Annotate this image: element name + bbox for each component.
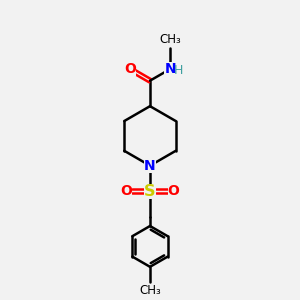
Text: CH₃: CH₃ <box>159 33 181 46</box>
Text: O: O <box>121 184 132 198</box>
Text: N: N <box>144 159 156 173</box>
Text: N: N <box>164 62 176 76</box>
Text: O: O <box>124 62 136 76</box>
Text: O: O <box>168 184 179 198</box>
Text: H: H <box>173 64 183 77</box>
Text: S: S <box>144 184 156 199</box>
Text: CH₃: CH₃ <box>139 284 161 297</box>
